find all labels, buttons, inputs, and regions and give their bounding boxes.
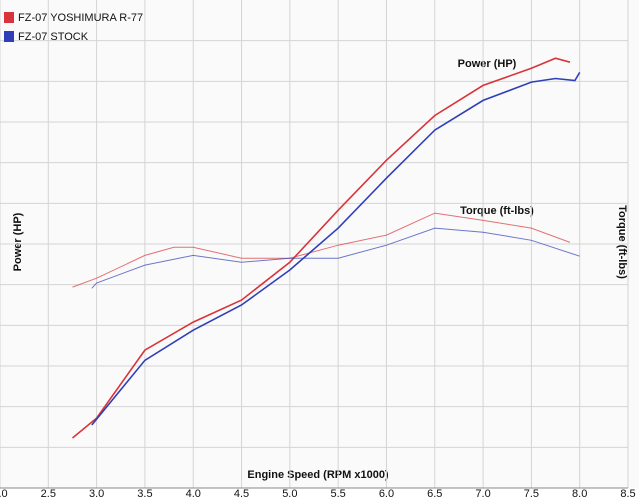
x-tick-label: 4.5 — [234, 488, 249, 500]
power-line — [71, 57, 571, 439]
x-axis-label: Engine Speed (RPM x1000) — [247, 469, 389, 481]
x-tick-label: 3.0 — [89, 488, 104, 500]
torque-annotation: Torque (ft-lbs) — [460, 205, 534, 217]
x-tick-label: 6.0 — [379, 488, 394, 500]
y-axis-label: Power (HP) — [12, 212, 24, 271]
x-tick-label: 8.0 — [572, 488, 587, 500]
x-tick-label: 8.5 — [620, 488, 635, 500]
legend-swatch — [4, 12, 14, 23]
x-tick-label: 2.5 — [41, 488, 56, 500]
power-line — [91, 71, 581, 426]
legend-label: FZ-07 STOCK — [18, 31, 89, 43]
x-tick-label: 6.5 — [427, 488, 442, 500]
x-tick-label: 7.0 — [475, 488, 490, 500]
x-tick-label: 5.5 — [331, 488, 346, 500]
x-tick-label: 7.5 — [524, 488, 539, 500]
legend-swatch — [4, 31, 14, 42]
x-tick-label: 5.0 — [282, 488, 297, 500]
legend-label: FZ-07 YOSHIMURA R-77 — [18, 12, 143, 24]
y2-axis-label: Torque (ft-lbs) — [616, 205, 628, 279]
torque-line — [91, 227, 580, 289]
power-annotation: Power (HP) — [458, 58, 517, 70]
x-tick-label: 2.0 — [0, 488, 8, 500]
x-tick-label: 4.0 — [186, 488, 201, 500]
x-tick-label: 3.5 — [137, 488, 152, 500]
